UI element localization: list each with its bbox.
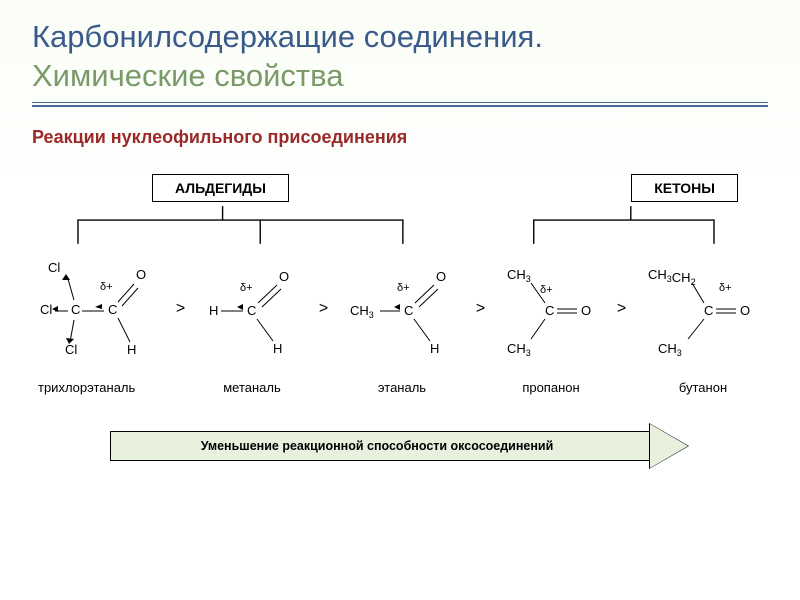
svg-text:H: H <box>209 303 218 318</box>
title-line-2: Химические свойства <box>32 57 768 96</box>
svg-text:δ+: δ+ <box>100 281 113 293</box>
mol-butanone: CH3CH2 CH3 C O δ+ <box>644 259 762 359</box>
gt-3: > <box>474 300 487 318</box>
mol-name-4: пропанон <box>503 380 599 395</box>
group-aldehydes: АЛЬДЕГИДЫ <box>152 174 289 202</box>
svg-text:O: O <box>436 269 446 284</box>
svg-text:CH3: CH3 <box>507 341 531 358</box>
svg-text:Cl: Cl <box>65 342 77 357</box>
mol-5-svg: CH3CH2 CH3 C O δ+ <box>644 259 762 359</box>
bracket-aldehydes <box>76 206 444 244</box>
gt-1: > <box>174 300 187 318</box>
mol-name-2: метаналь <box>203 380 301 395</box>
gt-4: > <box>615 300 628 318</box>
mol-1-svg: Cl Cl Cl C C O H δ+ <box>38 254 158 364</box>
title-block: Карбонилсодержащие соединения. Химически… <box>32 18 768 96</box>
molecule-names: трихлорэтаналь метаналь этаналь пропанон… <box>32 380 768 395</box>
arrow-body: Уменьшение реакционной способности оксос… <box>110 431 650 461</box>
svg-text:Cl: Cl <box>48 260 60 275</box>
svg-text:H: H <box>430 341 439 356</box>
mol-name-1: трихлорэтаналь <box>38 380 158 395</box>
svg-text:H: H <box>127 342 136 357</box>
mol-4-svg: CH3 CH3 C O δ+ <box>503 259 599 359</box>
svg-text:CH3CH2: CH3CH2 <box>648 267 696 287</box>
slide-root: Карбонилсодержащие соединения. Химически… <box>0 0 800 600</box>
svg-text:Cl: Cl <box>40 302 52 317</box>
svg-text:CH3: CH3 <box>507 267 531 284</box>
mol-trichloroethanal: Cl Cl Cl C C O H δ+ <box>38 254 158 364</box>
gt-2: > <box>317 300 330 318</box>
svg-text:O: O <box>581 303 591 318</box>
svg-text:C: C <box>545 303 554 318</box>
groups-row: АЛЬДЕГИДЫ КЕТОНЫ <box>32 174 768 202</box>
svg-text:O: O <box>279 269 289 284</box>
svg-text:δ+: δ+ <box>540 284 553 296</box>
svg-text:H: H <box>273 341 282 356</box>
arrow-wrap: Уменьшение реакционной способности оксос… <box>32 423 768 469</box>
title-line-1: Карбонилсодержащие соединения. <box>32 18 768 57</box>
bracket-right-svg <box>506 206 760 244</box>
mol-name-5: бутанон <box>644 380 762 395</box>
svg-text:C: C <box>108 302 117 317</box>
svg-text:δ+: δ+ <box>397 282 410 294</box>
svg-text:CH3: CH3 <box>350 303 374 320</box>
svg-text:C: C <box>704 303 713 318</box>
mol-ethanal: CH3 C O H δ+ <box>346 259 458 359</box>
molecules-row: Cl Cl Cl C C O H δ+ > <box>32 244 768 374</box>
reactivity-arrow: Уменьшение реакционной способности оксос… <box>110 423 690 469</box>
svg-text:O: O <box>740 303 750 318</box>
svg-text:δ+: δ+ <box>719 282 732 294</box>
mol-3-svg: CH3 C O H δ+ <box>346 259 458 359</box>
title-underline <box>32 102 768 107</box>
mol-propanone: CH3 CH3 C O δ+ <box>503 259 599 359</box>
group-ketones: КЕТОНЫ <box>631 174 738 202</box>
mol-name-3: этаналь <box>346 380 458 395</box>
arrow-head <box>649 423 689 469</box>
svg-text:C: C <box>247 303 256 318</box>
svg-text:C: C <box>71 302 80 317</box>
svg-text:CH3: CH3 <box>658 341 682 358</box>
svg-text:C: C <box>404 303 413 318</box>
brackets <box>32 206 768 244</box>
subtitle: Реакции нуклеофильного присоединения <box>32 127 768 148</box>
bracket-ketones <box>506 206 760 244</box>
bracket-left-svg <box>76 206 444 244</box>
svg-text:δ+: δ+ <box>240 282 253 294</box>
mol-2-svg: H C O H δ+ <box>203 259 301 359</box>
mol-methanal: H C O H δ+ <box>203 259 301 359</box>
svg-text:O: O <box>136 267 146 282</box>
